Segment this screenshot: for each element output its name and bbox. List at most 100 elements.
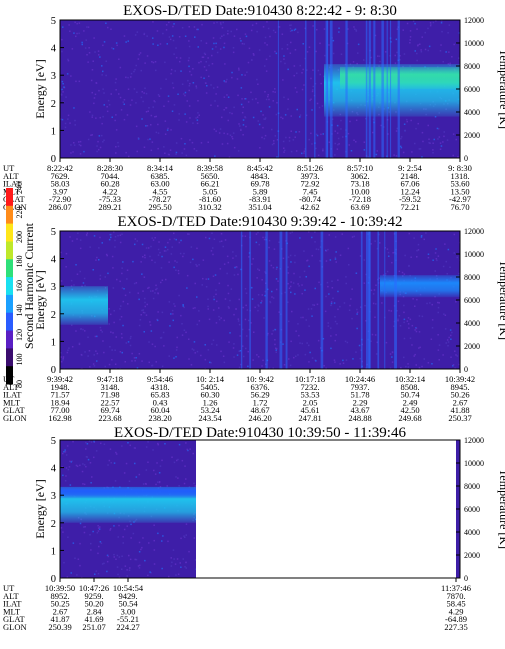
speckle <box>354 28 356 30</box>
y-tick-label: 0 <box>51 154 56 165</box>
speckle <box>294 293 296 295</box>
speckle <box>61 466 63 468</box>
speckle <box>306 156 308 158</box>
speckle <box>147 574 149 577</box>
speckle <box>223 46 225 49</box>
speckle <box>453 233 456 236</box>
speckle <box>121 555 123 557</box>
speckle <box>312 25 314 27</box>
speckle <box>181 83 184 85</box>
speckle <box>198 114 200 116</box>
streak <box>397 20 400 158</box>
ephemeris-value: -81.60 <box>199 194 221 204</box>
speckle <box>303 152 305 154</box>
speckle <box>356 62 358 65</box>
speckle <box>359 255 362 257</box>
speckle <box>141 546 143 549</box>
speckle <box>276 102 278 104</box>
speckle <box>144 256 146 259</box>
speckle <box>130 335 132 338</box>
speckle <box>146 125 149 127</box>
speckle <box>174 563 177 565</box>
speckle <box>303 150 306 152</box>
ephemeris-value: 72.21 <box>400 202 419 212</box>
speckle <box>227 292 230 295</box>
speckle <box>204 358 207 361</box>
speckle <box>374 316 376 318</box>
speckle <box>129 337 132 340</box>
speckle <box>215 322 218 324</box>
speckle <box>441 30 443 33</box>
speckle <box>308 344 310 347</box>
speckle <box>400 366 402 369</box>
speckle <box>317 248 320 251</box>
speckle <box>389 367 392 369</box>
speckle <box>184 143 186 145</box>
speckle <box>85 448 87 450</box>
ephemeris-value: -64.89 <box>445 614 467 624</box>
colorbar-tick-label: 160 <box>15 280 24 292</box>
speckle <box>272 367 274 369</box>
speckle <box>170 68 173 71</box>
y-right-axis-label: Temperature [K] <box>497 469 505 549</box>
speckle <box>158 95 161 97</box>
speckle <box>188 550 190 553</box>
speckle <box>181 323 183 325</box>
speckle <box>141 118 143 120</box>
speckle <box>131 352 133 355</box>
speckle <box>428 138 430 140</box>
speckle <box>217 105 219 107</box>
speckle <box>334 130 336 132</box>
speckle <box>97 572 100 575</box>
speckle <box>168 301 171 303</box>
speckle <box>281 48 283 50</box>
speckle <box>60 356 62 358</box>
ephemeris-value: 3973. <box>300 171 319 181</box>
speckle <box>310 132 312 135</box>
speckle <box>266 44 268 46</box>
ephemeris-value: 10:17:18 <box>295 374 325 384</box>
speckle <box>121 287 124 289</box>
speckle <box>337 279 339 281</box>
speckle <box>129 567 131 569</box>
speckle <box>175 574 177 576</box>
speckle <box>271 333 273 335</box>
speckle <box>264 65 266 67</box>
speckle <box>421 365 423 368</box>
speckle <box>287 256 290 258</box>
speckle <box>107 99 110 102</box>
speckle <box>168 261 170 263</box>
speckle <box>84 330 86 332</box>
speckle <box>339 254 342 256</box>
speckle <box>184 536 186 538</box>
speckle <box>211 54 213 57</box>
ephemeris-value: 9: 8:30 <box>448 163 472 173</box>
colorbar-segment <box>6 330 13 349</box>
speckle <box>63 561 65 564</box>
speckle <box>175 142 178 144</box>
speckle <box>195 263 197 266</box>
ephemeris-value: 10:47:26 <box>79 583 109 593</box>
speckle <box>438 302 440 304</box>
speckle <box>74 21 76 24</box>
speckle <box>100 442 102 445</box>
speckle <box>440 22 443 24</box>
speckle <box>408 327 410 329</box>
colorbar-segment <box>6 205 13 225</box>
speckle <box>242 345 244 347</box>
speckle <box>244 98 247 100</box>
speckle <box>121 272 123 275</box>
speckle <box>308 231 310 233</box>
speckle <box>245 125 247 128</box>
ephemeris-value: 8952. <box>50 591 69 601</box>
speckle <box>260 110 262 113</box>
ephemeris-value: 2.29 <box>353 397 368 407</box>
speckle <box>310 308 313 310</box>
speckle <box>234 266 236 269</box>
speckle <box>156 319 159 322</box>
speckle <box>100 329 102 331</box>
speckle <box>327 285 329 288</box>
speckle <box>414 353 416 356</box>
speckle <box>88 440 91 442</box>
speckle <box>205 61 207 63</box>
